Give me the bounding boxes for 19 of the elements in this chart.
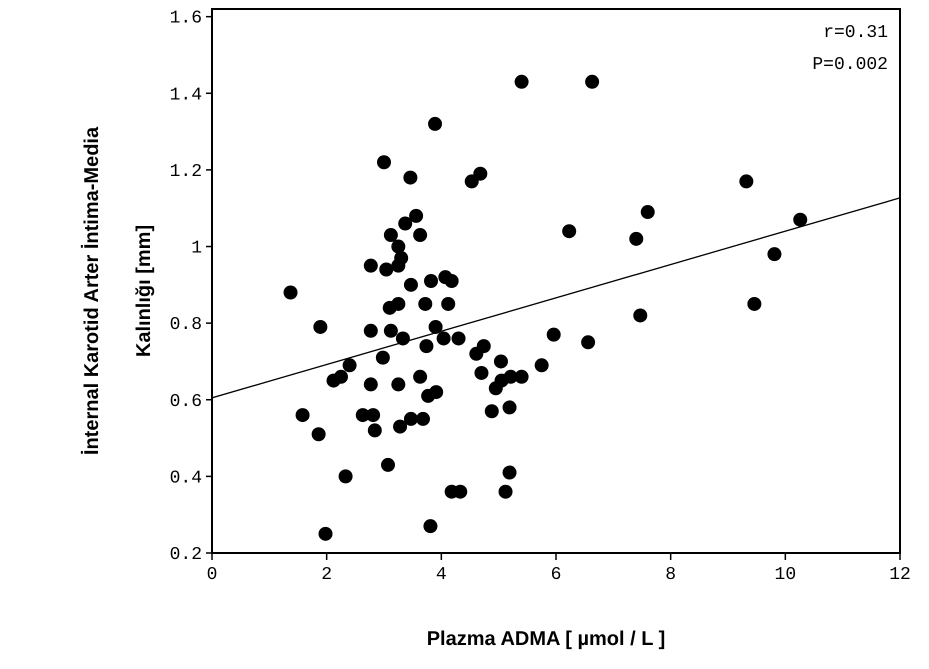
annotation: r=0.31: [823, 23, 888, 43]
y-tick-label: 0.4: [170, 468, 202, 488]
x-axis-title: Plazma ADMA [ µmol / L ]: [426, 628, 666, 650]
y-tick-label: 0.8: [170, 315, 202, 336]
y-tick-label: 1.2: [170, 162, 202, 182]
y-tick-label: 1.6: [170, 8, 202, 29]
text: İnternal Karotid Arter İntima-Media Kalınlığı [mm]: [81, 126, 155, 456]
y-tick-label: 1.4: [170, 85, 202, 106]
y-tick-label: 0.2: [170, 545, 202, 565]
annotation: P=0.002: [812, 55, 888, 75]
x-tick-label: 4: [436, 565, 447, 585]
x-tick-label: 0: [206, 565, 218, 585]
x-tick-label: 8: [665, 565, 676, 585]
y-tick-label: 0.6: [170, 392, 202, 412]
x-tick-label: 2: [321, 565, 332, 585]
x-tick-label: 10: [774, 565, 796, 585]
x-tick-label: 6: [550, 565, 562, 585]
x-tick-label: 12: [889, 565, 911, 585]
y-tick-label: 1: [191, 238, 202, 259]
